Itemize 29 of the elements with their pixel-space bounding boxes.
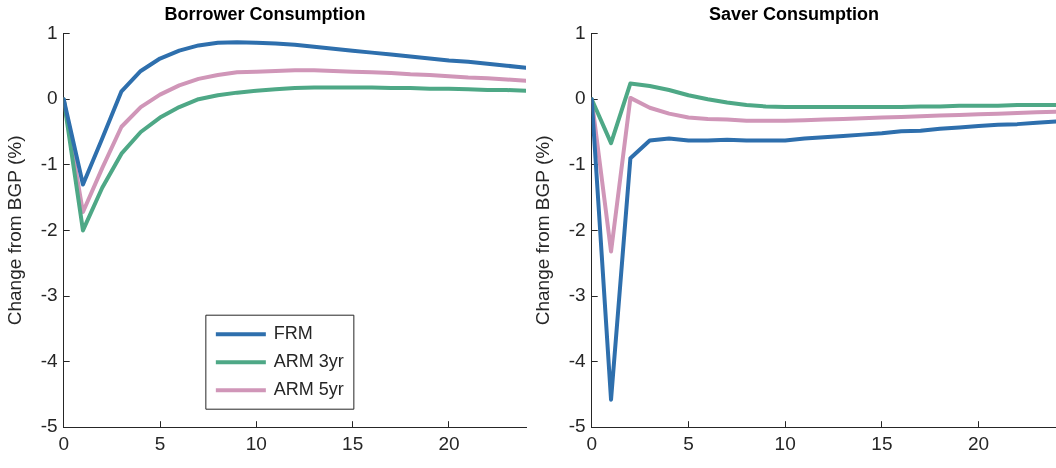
y-tick-label: -5	[40, 415, 58, 437]
x-tick-label: 15	[342, 432, 364, 454]
y-tick-label: -1	[568, 153, 586, 175]
x-tick-label: 5	[683, 432, 694, 454]
y-tick-label: 0	[575, 87, 586, 109]
y-axis-title: Change from BGP (%)	[3, 135, 25, 326]
x-tick-label: 5	[154, 432, 166, 454]
x-tick-label: 10	[245, 432, 267, 454]
chart-title: Saver Consumption	[708, 3, 880, 24]
legend-label: ARM 5yr	[273, 379, 344, 400]
x-tick-label: 15	[871, 432, 893, 454]
x-tick-label: 20	[438, 432, 460, 454]
y-tick-label: 1	[47, 21, 58, 43]
legend-label: FRM	[273, 323, 313, 344]
y-tick-label: -1	[40, 153, 58, 175]
y-tick-label: -3	[568, 284, 586, 306]
y-tick-label: 0	[47, 87, 58, 109]
y-tick-label: -3	[40, 284, 58, 306]
y-tick-label: -4	[568, 349, 587, 371]
chart-title: Borrower Consumption	[164, 3, 366, 24]
y-tick-label: -5	[568, 415, 586, 437]
y-tick-label: -4	[40, 349, 59, 371]
y-tick-label: -2	[40, 218, 58, 240]
y-tick-label: 1	[575, 21, 586, 43]
x-tick-label: 10	[774, 432, 796, 454]
x-tick-label: 20	[968, 432, 990, 454]
legend-label: ARM 3yr	[273, 351, 344, 372]
y-axis-title: Change from BGP (%)	[531, 135, 553, 326]
y-tick-label: -2	[568, 218, 586, 240]
